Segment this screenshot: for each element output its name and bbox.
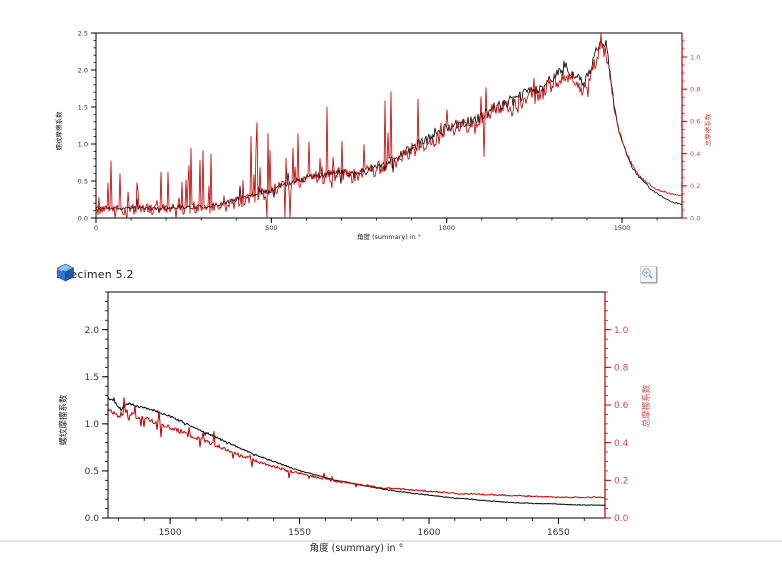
y-right-tick-label: 1.0 [690, 53, 700, 61]
specimen-title: Specimen 5.2 [56, 267, 134, 281]
y-left-tick-label: 2.0 [78, 66, 88, 74]
x-tick-label: 1000 [438, 224, 455, 232]
y-left-tick-label: 1.0 [85, 420, 100, 430]
x-axis-title: 角度 (summary) in ° [310, 542, 404, 554]
y-left-tick-label: 1.5 [78, 103, 88, 111]
bottom-chart: 1500 1550 1600 1650 0.0 0.5 1.0 1.5 2.0 0.0 0.2 0.4… [0, 291, 782, 554]
specimen-header: Specimen 5.2 [56, 263, 134, 285]
y-left-tick-label: 0.5 [85, 467, 99, 477]
y-right-axis-title: 总摩擦系数 [641, 384, 652, 427]
x-tick-label: 1550 [288, 528, 311, 538]
zoom-button[interactable] [640, 266, 657, 283]
y-left-axis-title: 螺纹摩擦系数 [58, 394, 69, 446]
x-tick-label: 1600 [418, 528, 441, 538]
y-right-tick-label: 0.6 [614, 401, 629, 411]
x-tick-label: 1650 [547, 528, 570, 538]
y-right-tick-label: 1.0 [614, 326, 629, 336]
y-left-tick-label: 0.0 [78, 214, 88, 222]
y-right-tick-label: 0.0 [690, 214, 700, 222]
y-right-tick-label: 0.8 [614, 364, 629, 374]
y-left-tick-label: 0.0 [85, 514, 100, 524]
top-chart: 0 500 1000 1500 0.0 0.5 1.0 1.5 2.0 2.5 0.0 0.2 0.4 0… [54, 29, 712, 241]
y-right-tick-label: 0.2 [690, 182, 700, 190]
y-left-tick-label: 1.0 [78, 140, 88, 148]
y-left-tick-label: 0.5 [78, 177, 88, 185]
y-right-tick-label: 0.4 [690, 150, 700, 158]
magnifier-plus-icon [642, 268, 653, 279]
series-red [95, 33, 682, 219]
y-right-tick-label: 0.6 [690, 118, 700, 126]
y-left-tick-label: 1.5 [85, 373, 99, 383]
x-tick-label: 0 [94, 224, 98, 232]
y-left-tick-label: 2.0 [85, 326, 100, 336]
y-right-tick-label: 0.0 [614, 514, 629, 524]
y-right-tick-label: 0.2 [614, 477, 628, 487]
y-left-axis-title: 螺纹摩擦系数 [54, 111, 63, 151]
x-tick-label: 1500 [159, 528, 182, 538]
y-right-axis-title: 总摩擦系数 [703, 113, 712, 146]
series-red [107, 397, 606, 499]
series-black [95, 40, 682, 213]
y-right-tick-label: 0.4 [614, 439, 629, 449]
y-right-tick-label: 0.8 [690, 86, 700, 94]
x-axis-title: 角度 (summary) in ° [357, 232, 421, 241]
y-left-tick-label: 2.5 [78, 29, 88, 37]
x-tick-label: 500 [265, 224, 277, 232]
x-tick-label: 1500 [614, 224, 631, 232]
blue-cube-icon [56, 263, 75, 282]
